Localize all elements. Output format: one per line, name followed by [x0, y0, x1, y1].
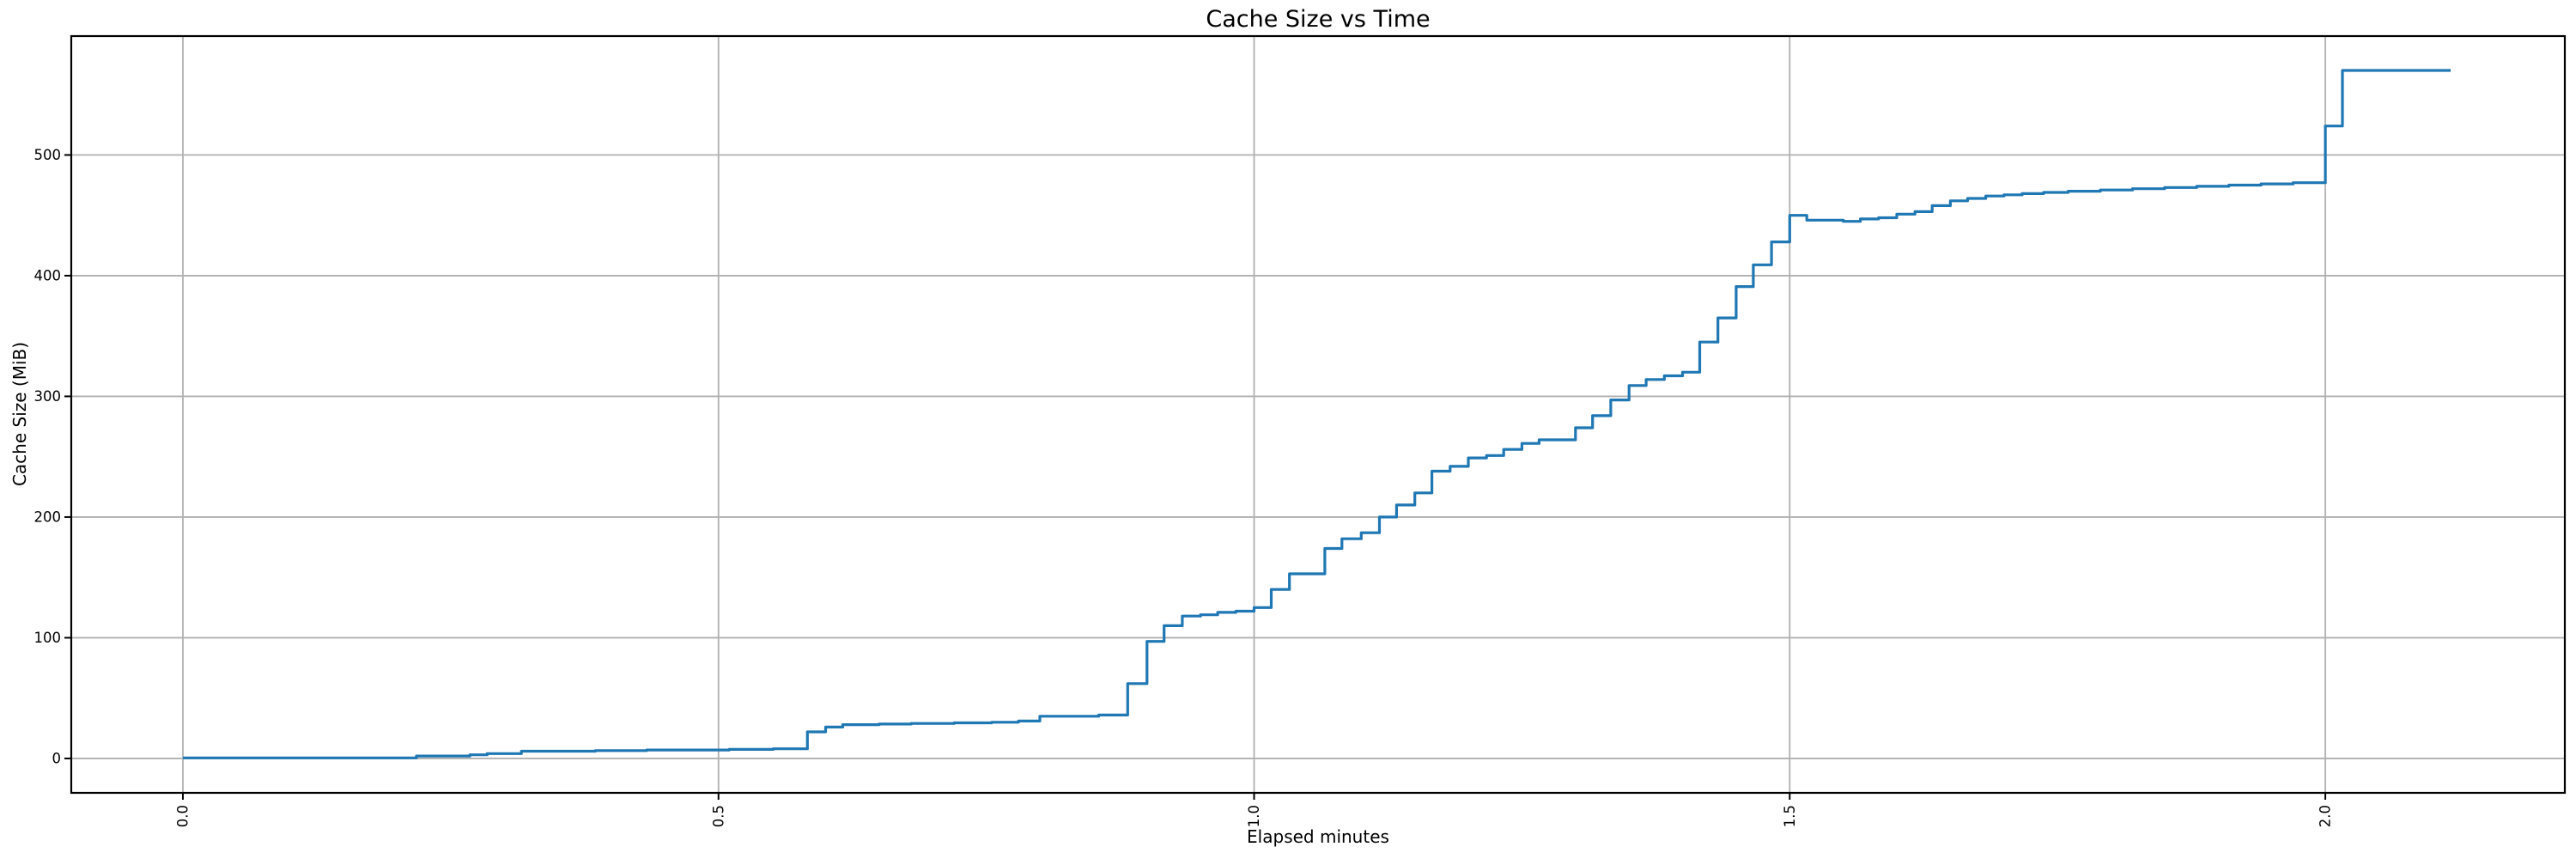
y-tick-label: 500 [34, 147, 62, 163]
cache-size-step-line [183, 69, 2451, 759]
plot-frame [70, 34, 2567, 795]
y-axis-label: Cache Size (MiB) [9, 342, 30, 486]
y-tick-label: 300 [34, 388, 62, 405]
grid-lines [71, 36, 2565, 793]
x-tick-label: 0.0 [174, 805, 191, 827]
y-tick-label: 100 [34, 630, 62, 646]
y-tick-label: 400 [34, 267, 62, 283]
x-tick-label: 0.5 [710, 805, 726, 827]
tick-marks [64, 154, 2327, 800]
y-tick-label: 200 [34, 509, 62, 525]
y-tick-label: 0 [52, 750, 62, 766]
x-tick-label: 1.5 [1782, 805, 1798, 827]
chart-title: Cache Size vs Time [1206, 6, 1430, 33]
tick-labels: 0.0 0.5 1.0 1.5 2.0 0 100 200 300 400 500 [34, 147, 2334, 827]
x-axis-label: Elapsed minutes [1247, 826, 1389, 847]
x-tick-label: 1.0 [1246, 805, 1262, 827]
x-tick-label: 2.0 [2318, 805, 2334, 827]
